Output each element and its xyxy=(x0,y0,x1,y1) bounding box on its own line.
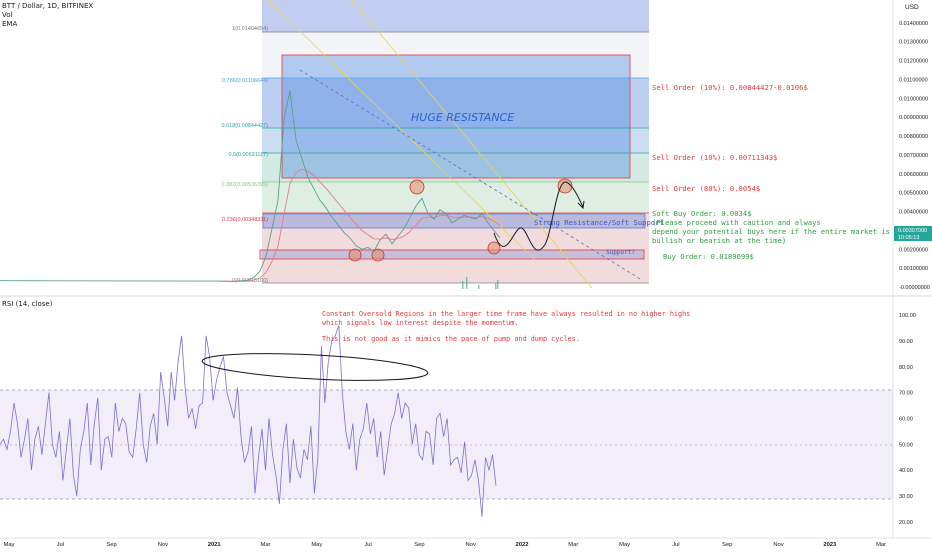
fib-label-618: 0.618(0.00844427) xyxy=(222,123,269,129)
rsi-indicator-label[interactable]: RSI (14, close) xyxy=(2,300,52,309)
volume-bar xyxy=(462,281,464,289)
fib-label-786: 0.786(0.01106644) xyxy=(222,78,268,84)
price-tag-countdown: 10:05:13 xyxy=(898,235,919,241)
volume-bar xyxy=(495,283,497,289)
time-tick-label: 2023 xyxy=(823,542,837,548)
fib-label-382: 0.382(0.00536395) xyxy=(222,182,269,188)
support-marker-1 xyxy=(349,249,361,261)
support-label: Support? xyxy=(606,249,635,256)
price-tick-label: 0.01300000 xyxy=(899,40,928,46)
price-tick-label: 0.00900000 xyxy=(899,115,928,121)
rsi-tick-label: 40.00 xyxy=(899,468,913,474)
sell-order-2: Sell Order (10%): 0.00711343$ xyxy=(652,153,778,162)
rsi-note-line-2: which signals low interest despite the m… xyxy=(322,319,518,328)
fib-label-236: 0.236(0.00348311) xyxy=(222,217,268,223)
price-tick-label: 0.01100000 xyxy=(899,77,928,83)
time-tick-label: May xyxy=(619,542,630,548)
price-tick-label: 0.00400000 xyxy=(899,210,928,216)
time-tick-label: Jul xyxy=(672,542,679,548)
price-tick-label: 0.00700000 xyxy=(899,153,928,159)
time-tick-label: Nov xyxy=(466,542,476,548)
price-tick-label: 0.01400000 xyxy=(899,21,928,27)
volume-bar xyxy=(478,285,480,289)
rsi-tick-label: 80.00 xyxy=(899,365,913,371)
support-marker-3 xyxy=(488,242,500,254)
symbol-title[interactable]: BTT / Dollar, 1D, BITFINEX xyxy=(2,2,93,11)
price-tick-label: -0.00000000 xyxy=(899,285,930,291)
strong-resistance-label: Strong Resistance/Soft Support xyxy=(534,218,664,227)
price-tick-label: 0.00100000 xyxy=(899,266,928,272)
price-tick-label: 0.01200000 xyxy=(899,59,928,65)
time-tick-label: May xyxy=(4,542,15,548)
fib-top-zone xyxy=(262,0,649,32)
rsi-note-line-1: Constant Oversold Regions in the larger … xyxy=(322,310,690,319)
rsi-axis-ticks: 100.00 90.00 80.00 70.00 60.00 50.00 40.00 30.0… xyxy=(899,313,916,526)
time-tick-label: Jul xyxy=(364,542,371,548)
soft-buy-order: Soft Buy Order: 0.0034$ xyxy=(652,209,752,218)
price-tag-value: 0.00307000 xyxy=(898,228,927,234)
sell-order-3: Sell Order (80%): 0.0054$ xyxy=(652,184,760,193)
sell-order-1: Sell Order (10%): 0.00844427-0.0106$ xyxy=(652,83,808,92)
time-tick-label: May xyxy=(311,542,322,548)
rsi-tick-label: 20.00 xyxy=(899,520,913,526)
price-tick-label: 0.00800000 xyxy=(899,134,928,140)
time-tick-label: 2021 xyxy=(208,542,222,548)
fib-labels: 1(0.01404654) 0.786(0.01106644) 0.618(0.… xyxy=(222,26,269,284)
ema-indicator-label[interactable]: EMA xyxy=(2,20,17,29)
time-tick-label: Mar xyxy=(568,542,578,548)
rsi-tick-label: 50.00 xyxy=(899,442,913,448)
volume-bar xyxy=(497,280,499,289)
time-tick-label: Sep xyxy=(414,542,424,548)
price-tick-label: 0.01000000 xyxy=(899,96,928,102)
time-tick-label: Sep xyxy=(106,542,116,548)
time-tick-label: Jul xyxy=(57,542,64,548)
rsi-note-line-3: This is not good as it mimics the pace o… xyxy=(322,335,580,344)
huge-resistance-label: HUGE RESISTANCE xyxy=(411,111,514,124)
caution-line-1: (Please proceed with caution and always xyxy=(652,218,821,227)
rsi-tick-label: 70.00 xyxy=(899,391,913,397)
time-tick-label: Nov xyxy=(158,542,168,548)
time-axis-ticks: May Jul Sep Nov 2021 Mar May Jul Sep Nov 2022 Mar Ma… xyxy=(4,542,887,548)
currency-label: USD xyxy=(905,4,919,11)
volume-indicator-label[interactable]: Vol xyxy=(2,11,12,20)
rsi-tick-label: 90.00 xyxy=(899,339,913,345)
price-tick-label: 0.00200000 xyxy=(899,247,928,253)
fib-zone-382 xyxy=(262,182,649,213)
time-tick-label: Sep xyxy=(722,542,732,548)
resistance-marker-1 xyxy=(410,180,424,194)
price-tick-label: 0.00600000 xyxy=(899,172,928,178)
buy-order: Buy Order: 0.0189699$ xyxy=(663,252,754,261)
price-axis-ticks: 0.01400000 0.01300000 0.01200000 0.01100000… xyxy=(899,21,930,291)
time-tick-label: Nov xyxy=(773,542,783,548)
time-tick-label: Mar xyxy=(876,542,886,548)
caution-line-2: depend your potential buys here if the e… xyxy=(652,227,890,236)
resistance-marker-2 xyxy=(558,179,572,193)
rsi-ellipse-annotation[interactable] xyxy=(202,349,429,385)
support-band[interactable] xyxy=(260,250,644,259)
fib-label-5: 0.5(0.00691117) xyxy=(228,152,268,158)
rsi-tick-label: 60.00 xyxy=(899,417,913,423)
time-tick-label: 2022 xyxy=(516,542,529,548)
rsi-tick-label: 100.00 xyxy=(899,313,916,319)
time-tick-label: Mar xyxy=(261,542,271,548)
caution-line-3: bullish or bearish at the time) xyxy=(652,236,786,245)
rsi-tick-label: 30.00 xyxy=(899,494,913,500)
volume-bar xyxy=(466,277,468,289)
price-tick-label: 0.00500000 xyxy=(899,191,928,197)
support-marker-2 xyxy=(372,249,384,261)
fib-label-1: 1(0.01404654) xyxy=(232,26,268,32)
